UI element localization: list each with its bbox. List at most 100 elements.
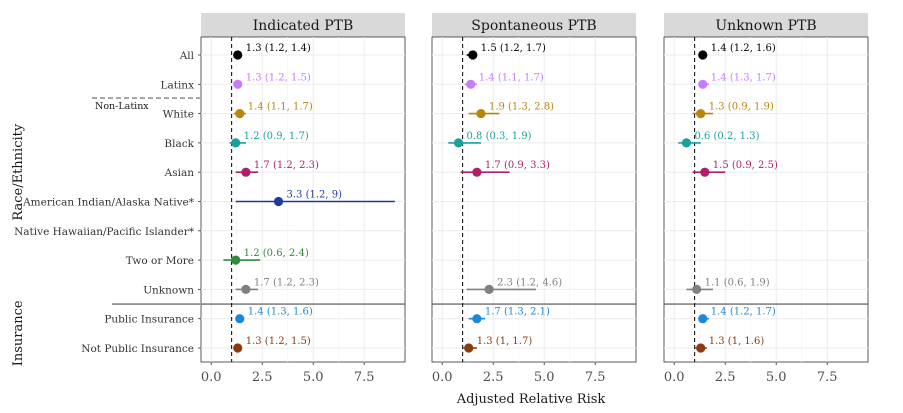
estimate-label: 1.3 (1, 1.7) bbox=[477, 336, 533, 347]
x-axis-ticks: 0.0 2.5 5.0 7.5 bbox=[201, 362, 375, 385]
estimate-latinx: 1.4 (1.3, 1.7) bbox=[698, 72, 776, 89]
panel-strip bbox=[432, 13, 636, 37]
estimate-unknown: 1.7 (1.2, 2.3) bbox=[235, 277, 319, 294]
tick-label: 0.0 bbox=[201, 370, 222, 385]
estimate-white: 1.3 (0.9, 1.9) bbox=[692, 102, 774, 119]
estimate-white: 1.4 (1.1, 1.7) bbox=[233, 102, 313, 119]
estimate-all: 1.3 (1.2, 1.4) bbox=[233, 43, 311, 60]
point-estimate bbox=[696, 109, 706, 119]
point-estimate bbox=[698, 314, 708, 324]
tick-label: 7.5 bbox=[585, 370, 606, 385]
tick-label: 2.5 bbox=[483, 370, 504, 385]
point-estimate bbox=[476, 109, 486, 119]
panel-title: Indicated PTB bbox=[253, 18, 354, 34]
tick-label: 5.0 bbox=[766, 370, 787, 385]
estimate-all: 1.4 (1.2, 1.6) bbox=[698, 43, 776, 60]
estimate-not-public-insurance: 1.3 (1, 1.6) bbox=[694, 336, 764, 353]
estimate-black: 1.2 (0.9, 1.7) bbox=[229, 131, 309, 148]
x-axis-ticks: 0.0 2.5 5.0 7.5 bbox=[664, 362, 838, 385]
estimate-label: 1.2 (0.6, 2.4) bbox=[244, 248, 309, 259]
point-estimate bbox=[692, 284, 702, 294]
x-axis-title: Adjusted Relative Risk bbox=[456, 392, 606, 407]
point-estimate bbox=[698, 50, 708, 60]
estimate-white: 1.9 (1.3, 2.8) bbox=[468, 102, 554, 119]
estimate-label: 0.8 (0.3, 1.9) bbox=[467, 131, 532, 142]
tick-label: 5.0 bbox=[534, 370, 555, 385]
estimate-label: 1.3 (1.2, 1.5) bbox=[246, 72, 311, 83]
estimate-latinx: 1.4 (1.1, 1.7) bbox=[464, 72, 544, 89]
estimate-label: 1.3 (0.9, 1.9) bbox=[709, 102, 774, 113]
estimate-label: 1.7 (1.3, 2.1) bbox=[485, 307, 550, 318]
point-estimate bbox=[472, 314, 482, 324]
estimate-label: 1.4 (1.1, 1.7) bbox=[479, 72, 544, 83]
point-estimate bbox=[698, 79, 708, 89]
row-label-asian: Asian bbox=[164, 167, 195, 179]
panel-strip bbox=[201, 13, 405, 37]
point-estimate bbox=[696, 343, 706, 353]
panel-indicated-ptb: Indicated PTB 1.3 (1.2, 1.4) 1.3 (1.2, 1.5… bbox=[200, 13, 406, 385]
estimate-black: 0.6 (0.2, 1.3) bbox=[678, 131, 760, 148]
estimate-label: 1.4 (1.2, 1.6) bbox=[711, 43, 776, 54]
subgroup-bracket: Non-Latinx bbox=[92, 97, 200, 112]
row-label-not-public-insurance: Not Public Insurance bbox=[81, 343, 194, 355]
estimate-two-or-more: 1.2 (0.6, 2.4) bbox=[223, 248, 309, 265]
point-estimate bbox=[464, 343, 474, 353]
panel-title: Spontaneous PTB bbox=[471, 18, 596, 34]
estimate-black: 0.8 (0.3, 1.9) bbox=[448, 131, 532, 148]
x-axis-ticks: 0.0 2.5 5.0 7.5 bbox=[432, 362, 606, 385]
estimate-not-public-insurance: 1.3 (1, 1.7) bbox=[462, 336, 533, 353]
panel-spontaneous-ptb: Spontaneous PTB 1.5 (1.2, 1.7) 1.4 (1.1, 1… bbox=[431, 13, 637, 385]
point-estimate bbox=[231, 255, 241, 265]
point-estimate bbox=[235, 109, 245, 119]
panel-unknown-ptb: Unknown PTB 1.4 (1.2, 1.6) 1.4 (1.3, 1.7) 1… bbox=[663, 13, 869, 385]
point-estimate bbox=[241, 284, 251, 294]
estimate-public-insurance: 1.4 (1.3, 1.6) bbox=[235, 307, 313, 324]
estimate-label: 1.5 (0.9, 2.5) bbox=[713, 160, 778, 171]
row-label-all: All bbox=[179, 50, 195, 62]
panel-background bbox=[200, 36, 406, 363]
estimate-label: 1.3 (1.2, 1.4) bbox=[246, 43, 311, 54]
point-estimate bbox=[700, 167, 710, 177]
estimate-asian: 1.7 (0.9, 3.3) bbox=[460, 160, 550, 177]
row-label-two-or-more: Two or More bbox=[126, 255, 194, 267]
point-estimate bbox=[273, 196, 284, 207]
estimate-label: 0.6 (0.2, 1.3) bbox=[694, 131, 759, 142]
point-estimate bbox=[233, 79, 243, 89]
estimate-label: 1.4 (1.3, 1.7) bbox=[711, 72, 776, 83]
tick-label: 7.5 bbox=[354, 370, 375, 385]
panel-background bbox=[431, 36, 637, 363]
point-estimate bbox=[453, 138, 464, 148]
tick-label: 0.0 bbox=[664, 370, 685, 385]
panel-title: Unknown PTB bbox=[715, 18, 816, 34]
estimate-label: 1.9 (1.3, 2.8) bbox=[489, 102, 554, 113]
estimate-label: 1.7 (1.2, 2.3) bbox=[254, 160, 319, 171]
facet-panels: Indicated PTB 1.3 (1.2, 1.4) 1.3 (1.2, 1.5… bbox=[200, 13, 869, 385]
estimate-public-insurance: 1.4 (1.2, 1.7) bbox=[698, 307, 776, 324]
group-label-insurance: Insurance bbox=[11, 300, 26, 366]
point-estimate bbox=[468, 50, 478, 60]
estimate-american-indian-alaska-native: 3.3 (1.2, 9) bbox=[235, 190, 395, 207]
tick-label: 2.5 bbox=[715, 370, 736, 385]
estimate-label: 1.7 (1.2, 2.3) bbox=[254, 277, 319, 288]
tick-label: 7.5 bbox=[817, 370, 838, 385]
estimate-label: 1.4 (1.2, 1.7) bbox=[711, 307, 776, 318]
row-label-white: White bbox=[163, 109, 194, 121]
estimate-label: 3.3 (1.2, 9) bbox=[287, 190, 343, 201]
estimate-not-public-insurance: 1.3 (1.2, 1.5) bbox=[233, 336, 311, 353]
estimate-unknown: 1.1 (0.6, 1.9) bbox=[686, 277, 770, 294]
estimate-label: 1.4 (1.1, 1.7) bbox=[248, 102, 313, 113]
estimate-label: 2.3 (1.2, 4.6) bbox=[497, 277, 562, 288]
estimate-asian: 1.5 (0.9, 2.5) bbox=[692, 160, 778, 177]
point-estimate bbox=[472, 167, 482, 177]
panel-strip bbox=[664, 13, 868, 37]
estimate-latinx: 1.3 (1.2, 1.5) bbox=[233, 72, 311, 89]
bracket-label: Non-Latinx bbox=[95, 101, 149, 112]
panel-background bbox=[663, 36, 869, 363]
estimate-label: 1.1 (0.6, 1.9) bbox=[705, 277, 770, 288]
row-label-latinx: Latinx bbox=[161, 79, 195, 91]
estimate-label: 1.4 (1.3, 1.6) bbox=[248, 307, 313, 318]
point-estimate bbox=[241, 167, 251, 177]
estimate-asian: 1.7 (1.2, 2.3) bbox=[235, 160, 319, 177]
point-estimate bbox=[231, 138, 241, 148]
